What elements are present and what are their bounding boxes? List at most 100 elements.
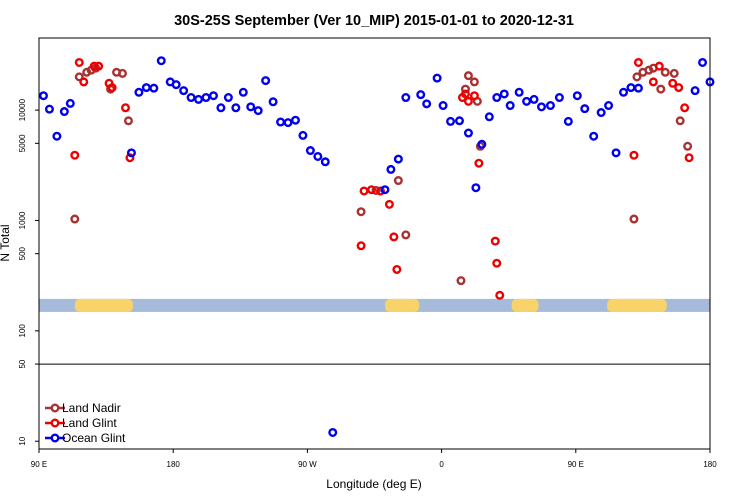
y-tick-label: 500 <box>18 246 27 260</box>
data-point <box>367 185 377 195</box>
data-point <box>149 83 159 93</box>
data-point <box>194 94 204 104</box>
data-point <box>356 241 366 251</box>
data-point <box>675 116 685 126</box>
data-point <box>118 68 128 78</box>
data-point <box>572 91 582 101</box>
data-point <box>474 158 484 168</box>
data-point <box>463 128 473 138</box>
data-point <box>514 87 524 97</box>
data-point <box>401 93 411 103</box>
data-point <box>179 86 189 96</box>
data-point <box>469 77 479 87</box>
x-tick-label: 90 W <box>298 460 317 469</box>
data-point <box>384 199 394 209</box>
data-point <box>216 103 226 113</box>
x-tick-label: 0 <box>439 460 444 469</box>
data-point <box>633 83 643 93</box>
data-point <box>499 89 509 99</box>
x-tick-label: 180 <box>167 460 181 469</box>
data-point <box>320 157 330 167</box>
data-point <box>469 91 479 101</box>
land-band-segment <box>384 298 420 312</box>
ocean-band <box>39 298 710 312</box>
legend-marker <box>50 433 60 443</box>
data-point <box>454 116 464 126</box>
data-point <box>134 87 144 97</box>
y-tick-label: 100 <box>18 324 27 338</box>
data-point <box>52 131 62 141</box>
data-point <box>632 72 642 82</box>
data-point <box>70 214 80 224</box>
data-point <box>393 176 403 186</box>
data-point <box>580 104 590 114</box>
x-tick-label: 180 <box>703 460 717 469</box>
data-point <box>684 153 694 163</box>
data-point <box>522 96 532 106</box>
data-point <box>629 214 639 224</box>
data-point <box>238 87 248 97</box>
series-land-glint <box>70 57 694 300</box>
data-point <box>416 90 426 100</box>
data-point <box>246 102 256 112</box>
y-tick-label: 5000 <box>18 134 27 152</box>
series-land-nadir <box>70 63 693 286</box>
data-point <box>698 57 708 67</box>
data-point <box>120 103 130 113</box>
y-tick-label: 50 <box>18 359 27 368</box>
data-point <box>545 101 555 111</box>
x-tick-label: 90 E <box>568 460 584 469</box>
data-point <box>253 106 263 116</box>
data-point <box>680 103 690 113</box>
data-point <box>389 232 399 242</box>
data-point <box>201 93 211 103</box>
data-point <box>460 84 470 94</box>
data-point <box>125 153 135 163</box>
legend-marker <box>50 418 60 428</box>
data-point <box>656 84 666 94</box>
data-point <box>537 102 547 112</box>
data-point <box>44 104 54 114</box>
data-point <box>223 93 233 103</box>
data-point <box>422 99 432 109</box>
data-point <box>328 427 338 437</box>
series-ocean-glint <box>38 56 715 437</box>
data-point <box>74 57 84 67</box>
data-point <box>669 68 679 78</box>
data-point <box>589 131 599 141</box>
data-point <box>460 89 470 99</box>
data-point <box>89 61 99 71</box>
data-point <box>463 71 473 81</box>
data-point <box>432 73 442 83</box>
data-point <box>495 290 505 300</box>
data-point <box>654 61 664 71</box>
data-point <box>554 93 564 103</box>
data-point <box>619 87 629 97</box>
data-point <box>186 93 196 103</box>
data-point <box>298 130 308 140</box>
legend-label: Land Nadir <box>62 401 121 415</box>
data-point <box>596 108 606 118</box>
chart-title: 30S-25S September (Ver 10_MIP) 2015-01-0… <box>174 13 574 29</box>
data-point <box>477 139 487 149</box>
x-axis-title: Longitude (deg E) <box>326 477 421 491</box>
data-point <box>683 141 693 151</box>
data-point <box>290 115 300 125</box>
data-point <box>171 80 181 90</box>
data-point <box>633 57 643 67</box>
data-point <box>208 91 218 101</box>
legend-label: Ocean Glint <box>62 431 126 445</box>
data-point <box>371 185 381 195</box>
data-point <box>313 151 323 161</box>
data-point <box>660 67 670 77</box>
data-point <box>492 93 502 103</box>
data-point <box>490 236 500 246</box>
data-point <box>563 116 573 126</box>
data-point <box>648 77 658 87</box>
y-axis-title: N Total <box>0 224 12 261</box>
data-point <box>505 101 515 111</box>
data-point <box>471 183 481 193</box>
x-tick-label: 90 E <box>31 460 47 469</box>
